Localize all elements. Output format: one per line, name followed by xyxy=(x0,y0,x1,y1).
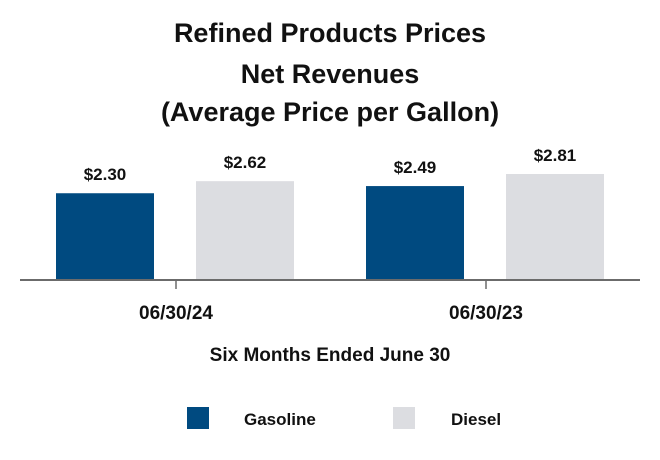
bar-gasoline-06-30-24 xyxy=(56,193,154,280)
x-tick-label-06-30-24: 06/30/24 xyxy=(139,303,213,324)
bar-diesel-06-30-23 xyxy=(506,174,604,280)
bar-gasoline-06-30-23 xyxy=(366,186,464,280)
value-label-gasoline-06-30-23: $2.49 xyxy=(394,158,437,177)
value-label-gasoline-06-30-24: $2.30 xyxy=(84,165,127,184)
legend-label-diesel: Diesel xyxy=(451,410,501,429)
legend: Gasoline Diesel xyxy=(187,407,501,429)
chart-title-line-3: (Average Price per Gallon) xyxy=(161,97,499,127)
value-label-diesel-06-30-24: $2.62 xyxy=(224,153,267,172)
value-label-diesel-06-30-23: $2.81 xyxy=(534,146,577,165)
legend-swatch-diesel xyxy=(393,407,415,429)
bar-diesel-06-30-24 xyxy=(196,181,294,280)
chart-title-line-2: Net Revenues xyxy=(241,59,420,89)
bars-group xyxy=(56,174,604,280)
x-tick-label-06-30-23: 06/30/23 xyxy=(449,303,523,324)
value-labels-group: $2.30 $2.62 $2.49 $2.81 xyxy=(84,146,577,184)
legend-label-gasoline: Gasoline xyxy=(244,410,316,429)
legend-swatch-gasoline xyxy=(187,407,209,429)
x-axis-label: Six Months Ended June 30 xyxy=(210,345,451,366)
chart-title-line-1: Refined Products Prices xyxy=(174,18,486,48)
